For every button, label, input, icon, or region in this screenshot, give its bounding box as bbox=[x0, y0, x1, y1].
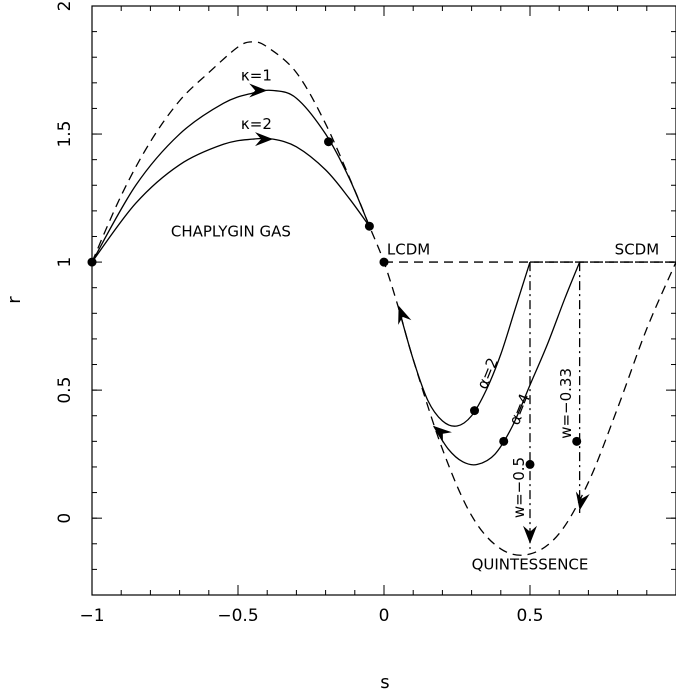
data-point bbox=[87, 257, 97, 267]
arrowhead bbox=[433, 425, 452, 443]
annotation-label: α=2 bbox=[473, 355, 502, 391]
data-point bbox=[324, 137, 334, 147]
arrowhead bbox=[523, 525, 537, 544]
data-point bbox=[379, 257, 389, 267]
series-line-solid bbox=[91, 137, 370, 263]
arrowhead bbox=[398, 305, 412, 325]
x-tick-label: −0.5 bbox=[217, 606, 258, 626]
y-tick-label: 1 bbox=[55, 257, 75, 268]
arrowhead bbox=[249, 83, 268, 98]
series-line-solid bbox=[397, 261, 531, 427]
annotation-label: QUINTESSENCE bbox=[472, 555, 589, 573]
data-point bbox=[525, 459, 535, 469]
data-point bbox=[499, 436, 509, 446]
arrowhead bbox=[575, 491, 590, 511]
y-tick-label: 2 bbox=[55, 1, 75, 12]
annotation-label: SCDM bbox=[615, 240, 660, 258]
annotation-label: LCDM bbox=[387, 240, 430, 258]
tick-marks bbox=[91, 5, 676, 595]
annotation-label: κ=1 bbox=[241, 66, 272, 84]
plot-frame bbox=[91, 5, 676, 596]
series-layer bbox=[91, 41, 676, 556]
x-axis-label: s bbox=[380, 672, 389, 693]
annotation-label: κ=2 bbox=[241, 115, 272, 133]
data-point bbox=[572, 436, 582, 446]
data-point bbox=[470, 406, 480, 416]
annotation-label: w=−0.5 bbox=[510, 457, 528, 518]
y-tick-label: 1.5 bbox=[55, 121, 75, 148]
x-tick-label: −1 bbox=[79, 606, 104, 626]
tick-label-layer: −1 −0.5 0 0.5 0 0.5 1 1.5 2 bbox=[55, 1, 544, 626]
series-line-dashed bbox=[91, 41, 676, 556]
annotation-label: CHAPLYGIN GAS bbox=[171, 222, 291, 240]
point-layer bbox=[87, 137, 582, 469]
annotation-label: w=−0.33 bbox=[557, 368, 575, 439]
x-tick-label: 0.5 bbox=[516, 606, 543, 626]
arrowhead bbox=[255, 132, 274, 147]
data-point bbox=[364, 221, 374, 231]
y-axis-label: r bbox=[4, 296, 25, 304]
y-tick-label: 0 bbox=[55, 513, 75, 524]
arrow-layer bbox=[249, 83, 590, 544]
y-tick-label: 0.5 bbox=[55, 377, 75, 404]
x-tick-label: 0 bbox=[379, 606, 390, 626]
